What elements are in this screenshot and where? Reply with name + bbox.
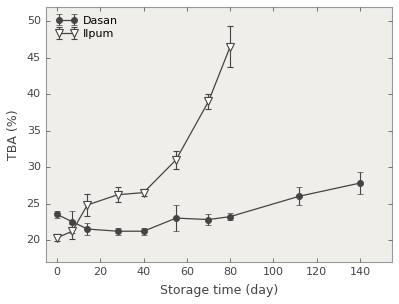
X-axis label: Storage time (day): Storage time (day): [160, 284, 279, 297]
Y-axis label: TBA (%): TBA (%): [7, 109, 20, 160]
Legend: Dasan, Ilpum: Dasan, Ilpum: [52, 12, 121, 42]
